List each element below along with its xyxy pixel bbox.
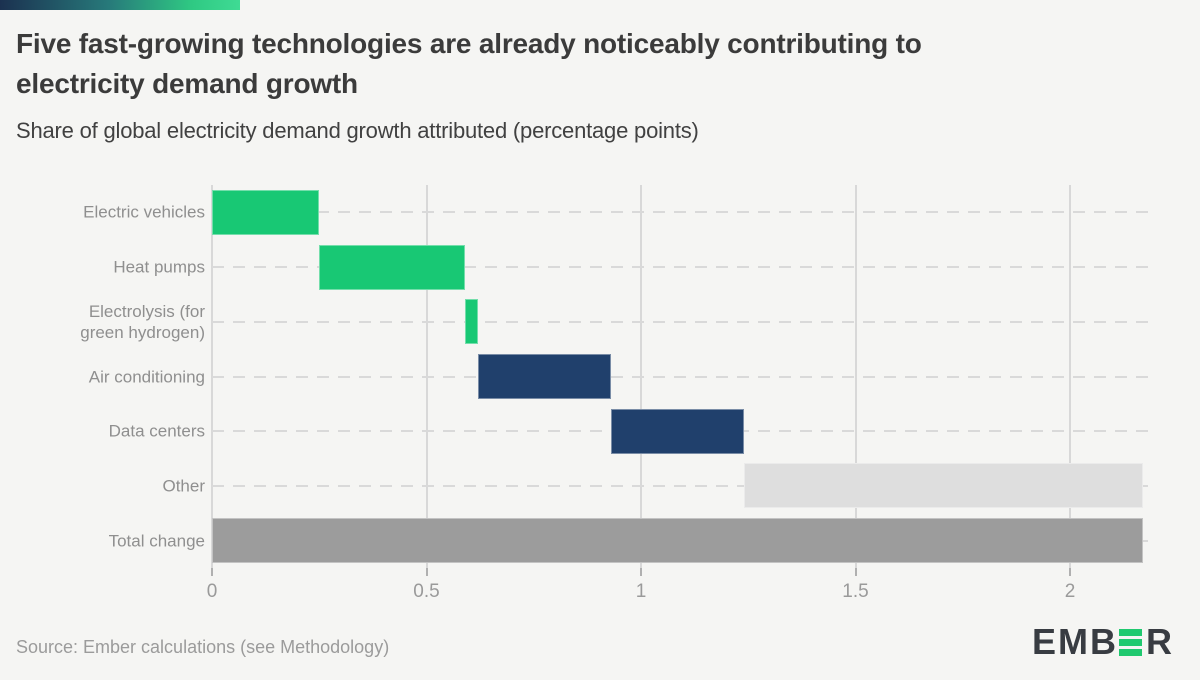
category-label-air-conditioning: Air conditioning [88,367,205,386]
category-label-heat-pumps: Heat pumps [113,257,205,277]
x-tick-mark [854,568,857,576]
row-gridline [212,211,1156,214]
category-label-total-change: Total change [108,531,205,551]
row-gridline [212,484,1156,487]
bar-other [743,463,1143,509]
row-gridline [212,375,1156,378]
logo-green-e-icon [1119,628,1142,656]
logo-letters-emb: EMB [1032,621,1118,662]
x-tick-label: 1 [635,581,647,602]
logo-green-bar [1119,628,1142,636]
x-tick-mark [640,568,642,576]
category-label-data-centers: Data centers [108,421,205,441]
brand-gradient-bar [0,0,240,10]
row-gridline [212,266,1156,269]
source-note: Source: Ember calculations (see Methodol… [16,637,390,657]
category-label-electrolysis-for-green-hydrogen: Electrolysis (for green hydrogen) [80,301,205,342]
bar-total-change [212,518,1143,564]
bar-air-conditioning [477,354,611,399]
row-gridline [212,320,1156,323]
bar-electrolysis-for-green-hydrogen [465,299,478,345]
logo-green-bar [1119,648,1142,656]
x-tick-label: 0 [206,581,218,602]
chart-subtitle: Share of global electricity demand growt… [16,118,699,143]
bar-heat-pumps [319,244,466,290]
title-line-2: electricity demand growth [16,68,358,99]
x-tick-label: 2 [1064,581,1076,602]
category-label-electric-vehicles: Electric vehicles [83,202,205,222]
bar-electric-vehicles [212,189,320,235]
x-tick-label: 0.5 [413,581,440,602]
x-tick-mark [1069,568,1071,576]
x-tick-mark [211,568,213,576]
x-tick-mark [425,568,428,576]
category-label-other: Other [162,476,205,496]
bar-data-centers [610,408,744,454]
x-tick-label: 1.5 [842,581,869,602]
ember-logo: EMB R [1032,624,1174,660]
logo-letter-r: R [1146,621,1174,662]
page-title: Five fast-growing technologies are alrea… [16,24,922,104]
title-line-1: Five fast-growing technologies are alrea… [16,28,922,59]
logo-green-bar [1119,638,1142,646]
